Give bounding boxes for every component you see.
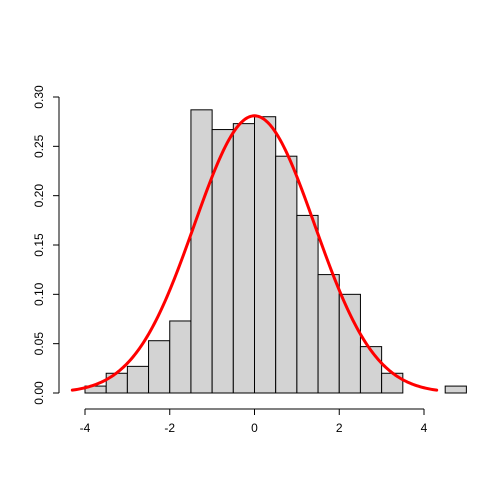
histogram-bar-2 [126, 365, 150, 394]
x-tick-label: -4 [80, 421, 91, 435]
histogram-bar-3 [148, 340, 171, 394]
y-tick-label: 0.10 [32, 282, 46, 306]
histogram-bar-17 [444, 385, 467, 394]
y-tick-label: 0.25 [32, 134, 46, 158]
y-axis: 0.00 0.05 0.10 0.15 0.20 0.25 0.30 [32, 85, 60, 405]
x-tick-label: -2 [164, 421, 175, 435]
density-curve [70, 114, 439, 392]
histogram-bar-4 [169, 320, 192, 394]
y-tick-label: 0.30 [32, 85, 46, 109]
histogram-bar-13 [359, 346, 383, 394]
histogram-bar-12 [338, 293, 361, 394]
y-tick-label: 0.20 [32, 184, 46, 208]
histogram-bar-10 [296, 214, 319, 394]
y-tick-label: 0.00 [32, 381, 46, 405]
histogram-bar-5 [190, 109, 213, 394]
x-tick-label: 2 [336, 421, 343, 435]
y-tick-label: 0.15 [32, 233, 46, 257]
y-tick-label: 0.05 [32, 332, 46, 356]
histogram-bar-9 [275, 155, 298, 394]
x-tick-label: 4 [421, 421, 428, 435]
histogram-bar-7 [232, 123, 255, 394]
histogram-bars [84, 109, 467, 394]
histogram-bar-8 [254, 116, 277, 394]
x-axis: -4 -2 0 2 4 [80, 408, 428, 435]
histogram-bar-11 [317, 274, 340, 394]
x-tick-label: 0 [251, 421, 258, 435]
